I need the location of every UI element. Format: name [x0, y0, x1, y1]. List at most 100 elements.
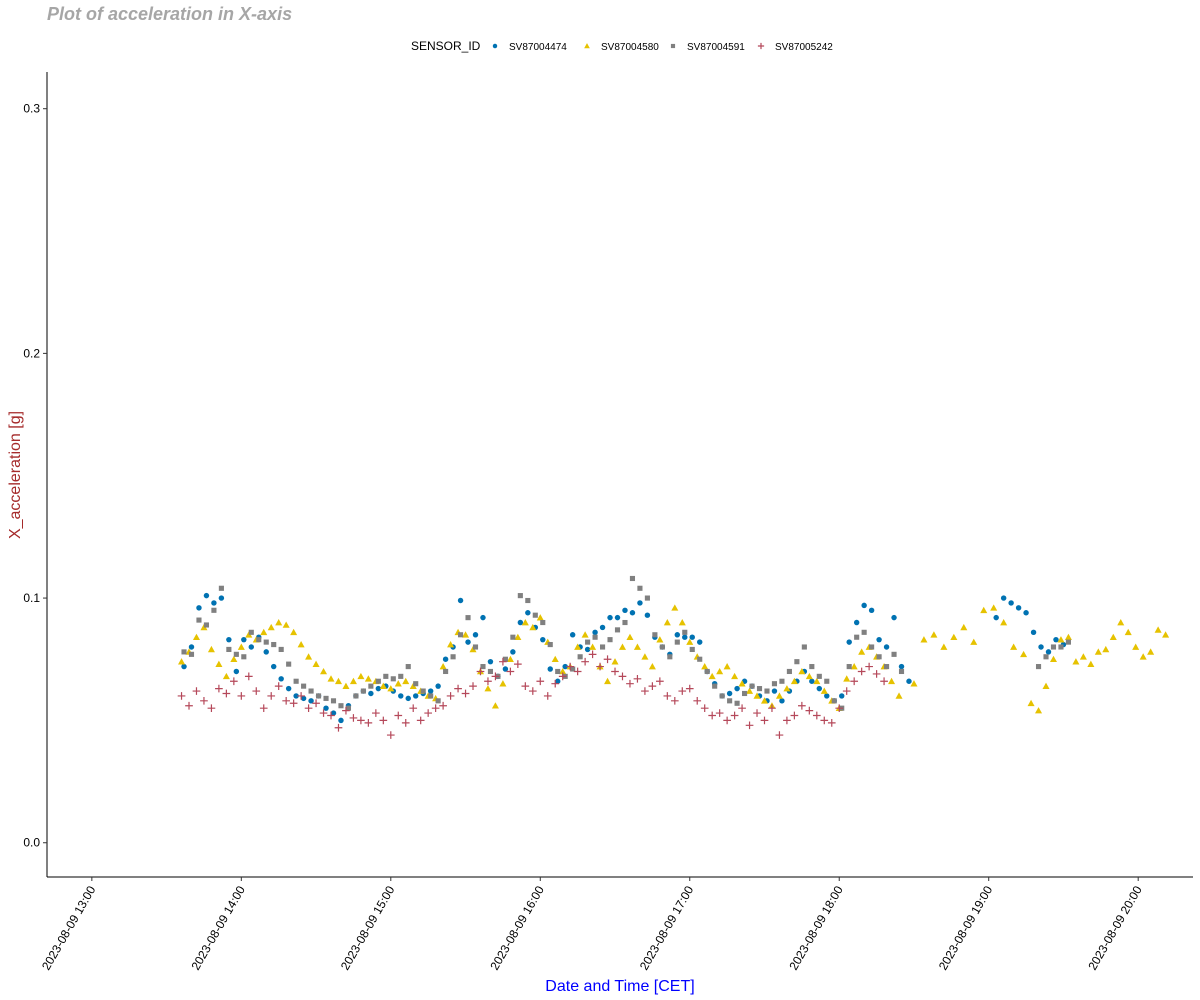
data-point	[701, 663, 709, 670]
data-point	[233, 668, 240, 675]
data-point	[334, 677, 343, 685]
data-point	[185, 701, 193, 710]
data-point	[278, 676, 284, 682]
data-point	[386, 731, 395, 739]
data-point	[528, 687, 537, 695]
data-point	[869, 644, 875, 650]
data-point	[188, 644, 195, 650]
x-tick-label: 2023-08-09 14:00	[188, 883, 248, 972]
data-point	[1015, 605, 1022, 611]
data-point	[1154, 626, 1162, 633]
data-point	[641, 653, 649, 660]
data-point	[786, 668, 792, 675]
data-point	[469, 682, 477, 690]
data-point	[514, 633, 522, 641]
data-point	[574, 643, 582, 650]
data-point	[484, 677, 492, 686]
data-point	[353, 693, 359, 699]
data-point	[629, 575, 636, 582]
data-point	[682, 629, 688, 635]
data-point	[289, 699, 298, 708]
data-point	[499, 657, 507, 666]
data-point	[435, 683, 441, 689]
data-point	[536, 614, 544, 621]
data-point	[562, 663, 568, 670]
data-point	[447, 641, 455, 648]
data-point	[850, 663, 858, 670]
data-point	[1049, 655, 1058, 663]
data-point	[603, 655, 612, 664]
data-point	[267, 623, 275, 631]
data-point	[674, 632, 681, 638]
data-point	[835, 704, 844, 713]
data-point	[581, 657, 589, 666]
data-point	[730, 711, 739, 720]
data-point	[402, 677, 410, 685]
data-point	[547, 666, 553, 672]
data-point	[715, 709, 724, 717]
data-point	[401, 719, 410, 727]
data-point	[551, 655, 559, 663]
legend: SENSOR_ID SV87004474 SV87004580 SV87004591…	[411, 39, 833, 53]
data-point	[888, 677, 896, 685]
data-point	[540, 636, 546, 643]
data-point	[798, 701, 806, 710]
data-point	[667, 654, 673, 660]
data-point	[300, 695, 307, 702]
data-point	[476, 667, 485, 676]
data-point	[301, 683, 307, 689]
data-point	[723, 663, 731, 670]
data-point	[611, 667, 619, 676]
data-point	[629, 610, 636, 616]
data-point	[1072, 658, 1080, 665]
data-point	[267, 692, 276, 700]
data-point	[454, 684, 462, 693]
data-point	[1043, 654, 1049, 660]
data-point	[607, 637, 613, 643]
data-point	[398, 673, 404, 679]
data-point	[656, 636, 664, 643]
data-point	[1027, 699, 1035, 707]
data-point	[600, 644, 606, 650]
legend-label: SV87004580	[601, 42, 659, 53]
data-point	[846, 664, 852, 670]
data-point	[648, 663, 656, 670]
data-point	[596, 662, 604, 671]
data-point	[641, 687, 649, 695]
data-point	[349, 714, 358, 722]
data-point	[604, 677, 612, 685]
data-point	[771, 681, 778, 687]
data-point	[693, 696, 702, 705]
series-layer	[177, 575, 1170, 739]
data-point	[405, 664, 411, 670]
legend-title: SENSOR_ID	[411, 39, 481, 53]
data-point	[1117, 619, 1125, 626]
data-point	[581, 631, 589, 638]
data-point	[1064, 633, 1072, 641]
data-point	[775, 731, 784, 739]
data-point	[218, 585, 224, 591]
data-point	[207, 645, 215, 653]
data-point	[872, 670, 881, 678]
data-point	[644, 612, 651, 618]
data-point	[394, 680, 402, 687]
data-point	[472, 632, 479, 638]
x-tick-label: 2023-08-09 20:00	[1085, 883, 1145, 972]
data-point	[308, 688, 314, 694]
data-point	[816, 685, 823, 692]
data-point	[805, 672, 813, 680]
data-point	[1035, 707, 1043, 714]
data-point	[491, 702, 499, 709]
data-point	[768, 704, 776, 713]
data-point	[712, 683, 718, 689]
data-point	[480, 664, 486, 670]
data-point	[338, 717, 344, 724]
data-point	[360, 688, 366, 694]
data-point	[192, 633, 200, 641]
data-point	[726, 690, 733, 697]
data-point	[196, 617, 202, 623]
data-point	[260, 628, 268, 636]
data-point	[514, 660, 522, 668]
data-point	[218, 595, 225, 601]
data-point	[656, 677, 664, 686]
